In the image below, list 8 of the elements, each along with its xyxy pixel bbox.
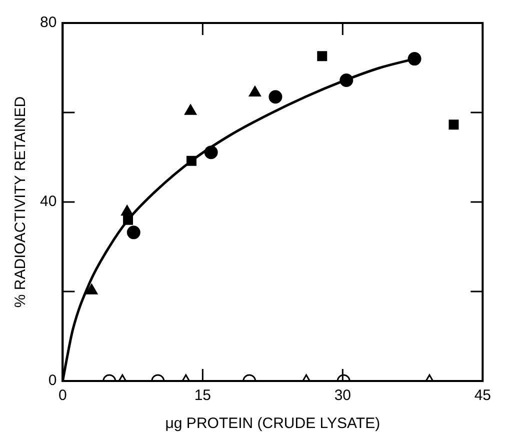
y-axis-title: % RADIOACTIVITY RETAINED	[12, 96, 30, 308]
x-axis-title: μg PROTEIN (CRUDE LYSATE)	[165, 415, 380, 432]
y-tick-label: 40	[40, 193, 57, 210]
x-tick-label: 45	[474, 387, 491, 404]
y-tick-label: 0	[48, 372, 57, 390]
x-tick-label: 15	[194, 387, 212, 404]
y-tick-label: 80	[40, 14, 57, 32]
x-tick-label: 30	[334, 387, 352, 404]
